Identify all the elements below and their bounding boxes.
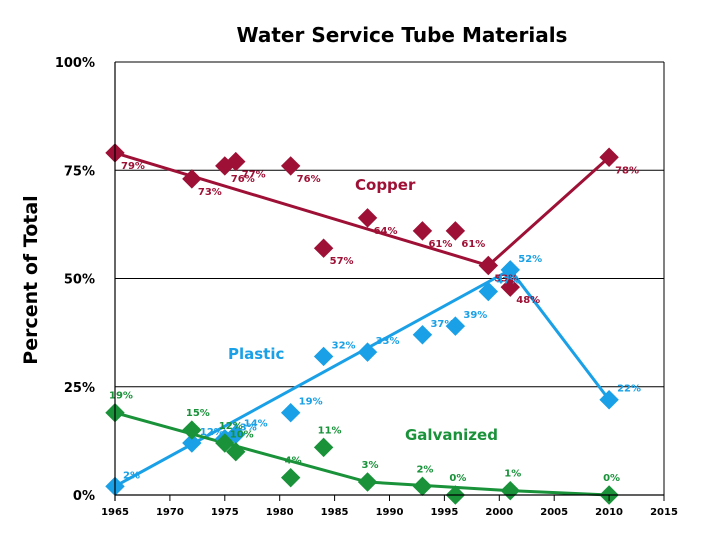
- plastic-marker: [412, 325, 433, 345]
- x-tick-label: 1995: [430, 507, 458, 518]
- plastic-marker: [445, 316, 466, 336]
- galvanized-data-label: 1%: [504, 469, 521, 480]
- copper-marker: [445, 221, 466, 241]
- galvanized-data-label: 2%: [416, 464, 433, 475]
- y-tick-label: 75%: [64, 164, 95, 179]
- plastic-marker: [500, 260, 520, 280]
- copper-data-label: 53%: [494, 274, 518, 285]
- plastic-data-label: 19%: [299, 397, 323, 408]
- plastic-marker: [280, 403, 301, 423]
- galvanized-data-label: 11%: [318, 425, 342, 436]
- plastic-marker: [478, 281, 499, 302]
- data-labels: 79%73%76%77% 76%57%64%61% 61%53%48%78%2%12…: [109, 161, 641, 484]
- plastic-marker: [182, 433, 202, 453]
- plastic-marker: [313, 346, 334, 367]
- galvanized-data-label: 0%: [449, 473, 466, 484]
- plastic-data-label: 22%: [617, 384, 641, 395]
- copper-data-label: 61%: [428, 239, 452, 250]
- copper-data-label: 57%: [330, 256, 354, 267]
- plastic-data-label: 37%: [430, 319, 454, 330]
- galvanized-data-label: 4%: [285, 456, 302, 467]
- copper-data-label: 77%: [242, 170, 266, 181]
- copper-marker: [357, 208, 378, 228]
- x-tick-label: 2010: [595, 507, 623, 518]
- galvanized-data-label: 3%: [362, 460, 379, 471]
- data-markers: [105, 143, 619, 505]
- copper-marker: [313, 238, 334, 258]
- galvanized-marker: [412, 476, 433, 497]
- galvanized-marker: [313, 437, 334, 458]
- copper-marker: [412, 221, 433, 241]
- y-tick-label: 25%: [64, 381, 95, 396]
- copper-data-label: 48%: [516, 295, 540, 306]
- y-tick-label: 100%: [55, 56, 95, 71]
- x-tick-label: 1965: [101, 507, 129, 518]
- x-tick-label: 1970: [156, 507, 184, 518]
- galvanized-data-label: 10%: [230, 430, 254, 441]
- galvanized-data-label: 15%: [186, 408, 210, 419]
- copper-marker: [226, 151, 246, 172]
- plastic-marker: [357, 342, 378, 362]
- plastic-data-label: 13%: [233, 423, 257, 434]
- x-tick-label: 2005: [540, 507, 568, 518]
- x-tick-label: 2015: [650, 507, 678, 518]
- series-names: Copper Plastic Galvanized: [228, 176, 498, 444]
- copper-marker: [500, 277, 520, 297]
- plastic-marker: [599, 390, 619, 410]
- x-tick-label: 1990: [376, 507, 404, 518]
- galvanized-marker: [280, 467, 301, 488]
- x-tick-label: 1980: [266, 507, 294, 518]
- galvanized-series-name: Galvanized: [405, 426, 498, 444]
- y-axis-label: Percent of Total: [20, 195, 42, 364]
- plastic-data-label: 12%: [200, 427, 224, 438]
- plastic-data-label: 33%: [376, 336, 400, 347]
- y-tick-label: 0%: [73, 489, 95, 504]
- x-tick-label: 1975: [211, 507, 239, 518]
- galvanized-marker: [500, 480, 520, 501]
- copper-series-name: Copper: [355, 176, 416, 194]
- galvanized-data-label: 0%: [603, 473, 620, 484]
- copper-data-label: 76%: [297, 174, 321, 185]
- plastic-data-label: 39%: [463, 310, 487, 321]
- galvanized-marker: [182, 420, 202, 440]
- plastic-data-label: 14%: [244, 418, 268, 429]
- y-tick-label: 50%: [64, 273, 95, 288]
- copper-marker: [182, 169, 202, 189]
- galvanized-data-label: 12%: [219, 421, 243, 432]
- x-tick-label: 1985: [321, 507, 349, 518]
- copper-data-label: 79%: [121, 161, 145, 172]
- copper-data-label: 61%: [461, 239, 485, 250]
- copper-marker: [478, 255, 499, 276]
- plastic-data-label: 52%: [518, 254, 542, 265]
- copper-data-label: 76%: [231, 174, 255, 185]
- chart-title: Water Service Tube Materials: [237, 23, 568, 47]
- plastic-data-label: 32%: [332, 340, 356, 351]
- plastic-data-label: 47%: [496, 275, 520, 286]
- galvanized-data-label: 19%: [109, 391, 133, 402]
- copper-data-label: 64%: [374, 226, 398, 237]
- galvanized-marker: [357, 472, 378, 492]
- copper-data-label: 78%: [615, 165, 639, 176]
- copper-data-label: 73%: [198, 187, 222, 198]
- x-tick-label: 2000: [485, 507, 513, 518]
- galvanized-marker: [215, 433, 235, 453]
- plastic-series-name: Plastic: [228, 345, 284, 363]
- copper-marker: [599, 147, 619, 167]
- copper-marker: [280, 156, 301, 176]
- axes: 0% 25% 50% 75% 100% 1965 1970 1975 1980 1985 1990 1…: [55, 56, 678, 518]
- plastic-data-label: 2%: [123, 470, 140, 481]
- galvanized-marker: [226, 441, 246, 462]
